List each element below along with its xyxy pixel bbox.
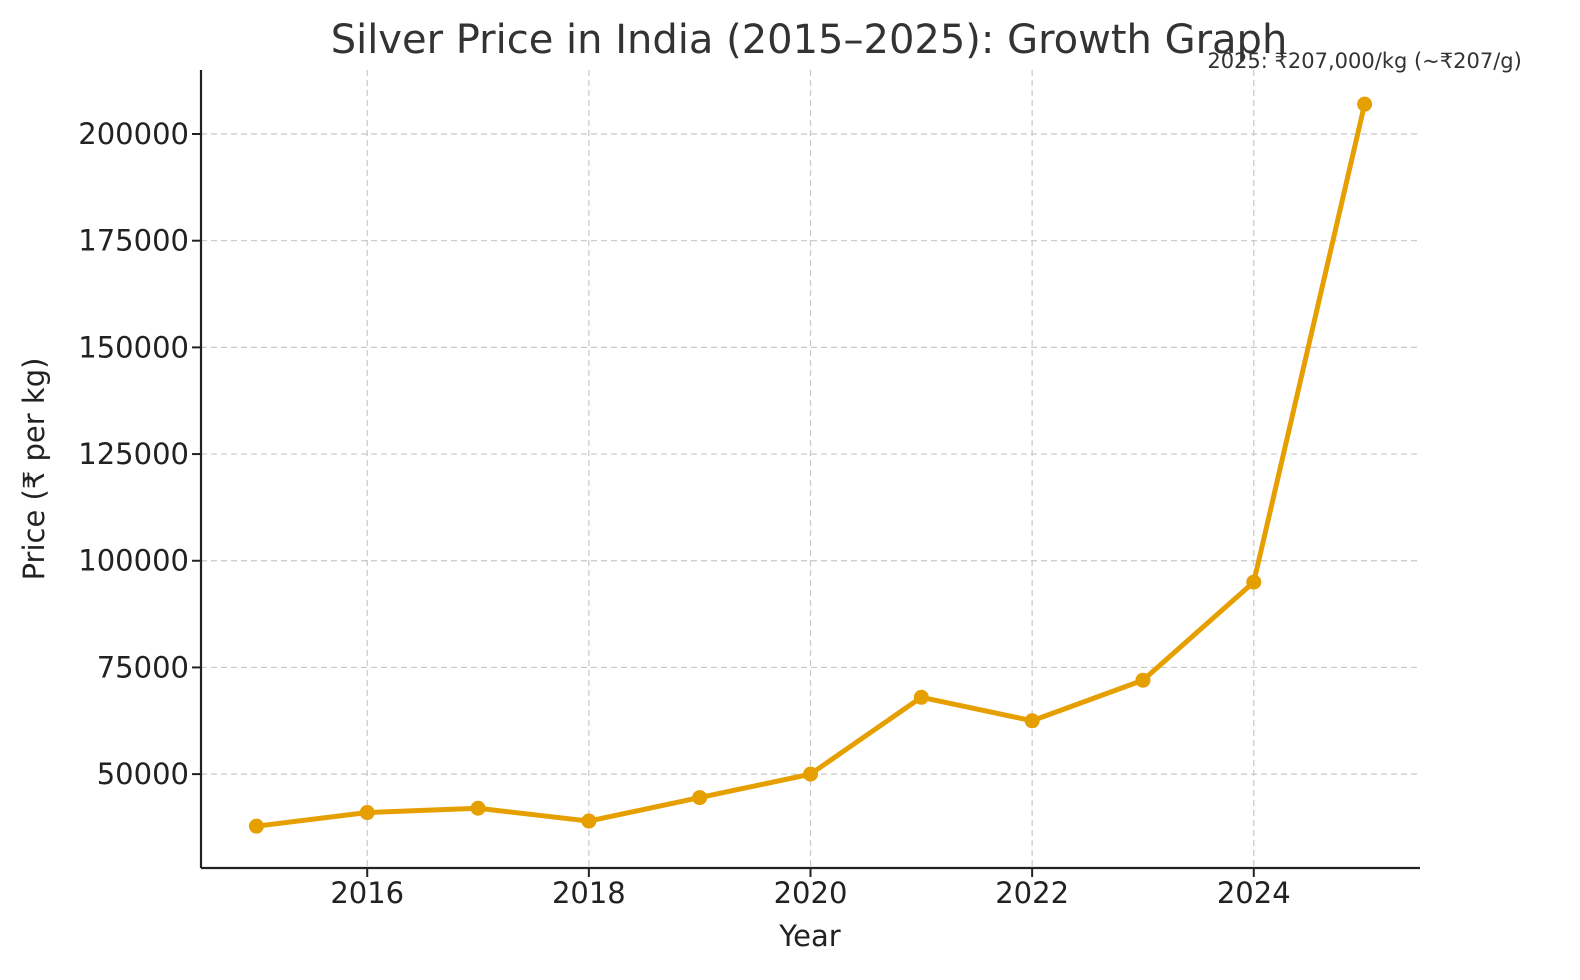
chart-title: Silver Price in India (2015–2025): Growt… [331,17,1288,63]
y-tick-label: 100000 [78,544,189,578]
data-point-2020 [803,766,818,782]
annotation-label: 2025: ₹207,000/kg (~₹207/g) [1207,49,1521,73]
y-tick-label: 175000 [78,224,189,258]
axis-ticks: 50000 75000 100000 125000 150000 175000 200000… [78,117,1290,910]
data-point-2016 [359,805,375,821]
data-point-2015 [248,818,264,834]
x-tick-label: 2022 [995,876,1069,910]
data-point-2022 [1024,713,1040,729]
x-tick-label: 2016 [330,876,404,910]
data-point-2024 [1246,574,1262,590]
annotation-layer: 2025: ₹207,000/kg (~₹207/g) [1207,49,1521,73]
x-axis-label: Year [778,919,840,953]
data-point-2021 [913,689,929,705]
series-layer [248,96,1373,834]
x-tick-label: 2020 [774,876,848,910]
data-point-2023 [1135,672,1151,688]
axes-spines [199,70,1420,870]
grid-lines [201,70,1420,868]
data-point-2025 [1357,96,1373,112]
x-tick-label: 2018 [552,876,626,910]
data-point-2019 [692,790,708,806]
y-axis-label: Price (₹ per kg) [17,358,51,581]
data-point-2018 [581,813,597,829]
y-tick-label: 150000 [78,330,189,364]
x-tick-label: 2024 [1217,876,1291,910]
y-tick-label: 125000 [78,437,189,471]
data-point-2017 [470,800,486,816]
y-tick-label: 75000 [97,650,189,684]
y-tick-label: 200000 [78,117,189,151]
y-tick-label: 50000 [97,757,189,791]
